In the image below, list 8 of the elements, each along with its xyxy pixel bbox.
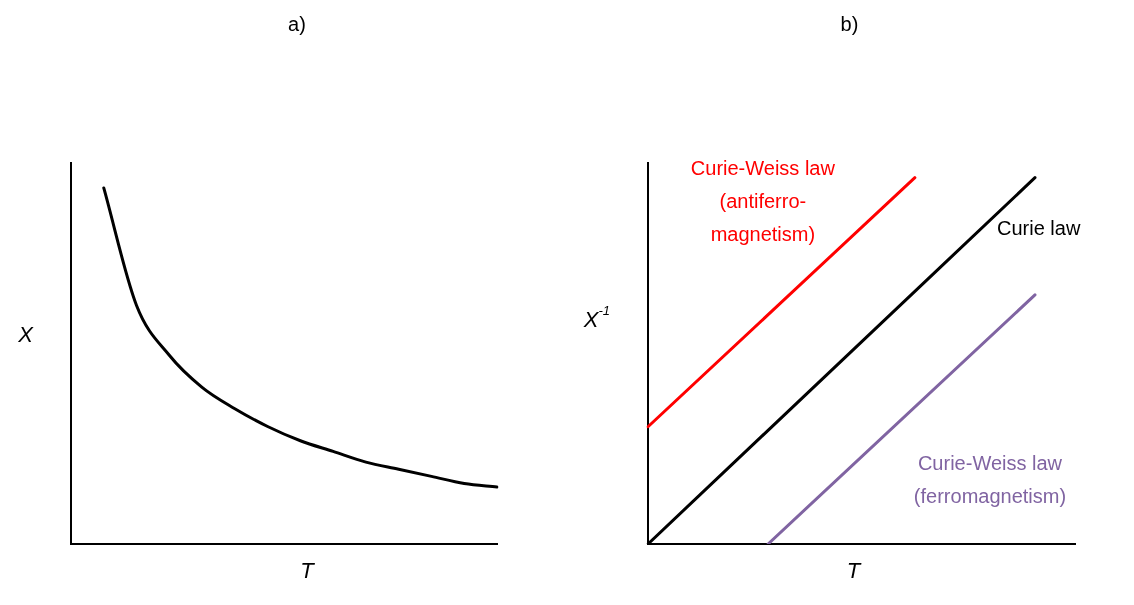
- x-axis-title: T: [846, 558, 862, 584]
- series-label: Curie-Weiss law (antiferro- magnetism): [690, 157, 836, 246]
- series-label: Curie-Weiss law (ferromagnetism): [913, 452, 1067, 508]
- y-axis-title: X: [17, 321, 35, 347]
- x-axis-title: T: [300, 558, 316, 584]
- chart-title: b): [840, 12, 859, 35]
- series-label: Curie law: [996, 217, 1081, 240]
- chart-title: a): [288, 12, 306, 35]
